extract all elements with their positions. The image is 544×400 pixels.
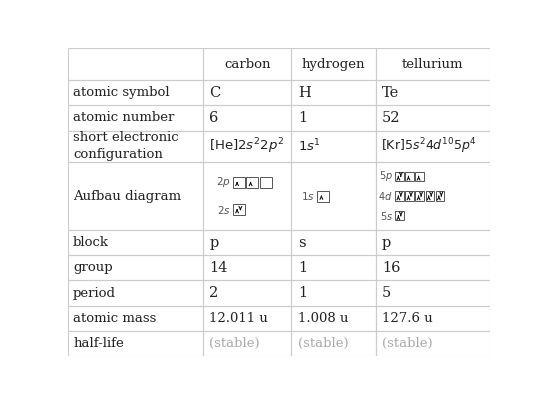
Text: p: p: [382, 236, 391, 250]
Bar: [68, 331, 203, 356]
Bar: [203, 105, 292, 130]
Text: atomic mass: atomic mass: [73, 312, 157, 325]
Bar: [405, 192, 414, 201]
Bar: [376, 306, 490, 331]
Text: Aufbau diagram: Aufbau diagram: [73, 190, 181, 202]
Text: $5s$: $5s$: [380, 210, 393, 222]
Text: $4d$: $4d$: [378, 190, 393, 202]
Bar: [203, 255, 292, 280]
Bar: [203, 306, 292, 331]
Text: (stable): (stable): [209, 337, 260, 350]
Text: 1: 1: [298, 261, 307, 275]
Bar: [376, 255, 490, 280]
Text: 1: 1: [298, 286, 307, 300]
Bar: [376, 48, 490, 80]
Bar: [376, 80, 490, 105]
Bar: [376, 162, 490, 230]
Bar: [425, 192, 434, 201]
Text: $1s$: $1s$: [301, 190, 314, 202]
Bar: [317, 190, 329, 202]
Bar: [416, 172, 424, 181]
Bar: [395, 192, 404, 201]
Bar: [436, 192, 444, 201]
Text: C: C: [209, 86, 220, 100]
Bar: [292, 331, 376, 356]
Text: $2p$: $2p$: [215, 176, 230, 190]
Bar: [292, 130, 376, 162]
Bar: [405, 172, 414, 181]
Text: 6: 6: [209, 111, 219, 125]
Text: tellurium: tellurium: [402, 58, 463, 70]
Bar: [68, 80, 203, 105]
Text: 2: 2: [209, 286, 219, 300]
Text: 52: 52: [382, 111, 400, 125]
Text: carbon: carbon: [224, 58, 270, 70]
Text: 16: 16: [382, 261, 400, 275]
Bar: [203, 230, 292, 255]
Text: $[\mathrm{Kr}]5s^24d^{10}5p^4$: $[\mathrm{Kr}]5s^24d^{10}5p^4$: [381, 136, 477, 156]
Bar: [68, 130, 203, 162]
Bar: [203, 331, 292, 356]
Text: $[\mathrm{He}]2s^22p^2$: $[\mathrm{He}]2s^22p^2$: [209, 136, 284, 156]
Text: s: s: [298, 236, 305, 250]
Bar: [203, 162, 292, 230]
Bar: [260, 177, 271, 188]
Text: Te: Te: [382, 86, 399, 100]
Bar: [68, 162, 203, 230]
Bar: [292, 80, 376, 105]
Text: half-life: half-life: [73, 337, 124, 350]
Bar: [395, 172, 404, 181]
Bar: [68, 105, 203, 130]
Text: atomic number: atomic number: [73, 112, 175, 124]
Text: 1: 1: [298, 111, 307, 125]
Text: atomic symbol: atomic symbol: [73, 86, 170, 99]
Text: (stable): (stable): [298, 337, 348, 350]
Text: 12.011 u: 12.011 u: [209, 312, 268, 325]
Text: $2s$: $2s$: [217, 204, 230, 216]
Bar: [233, 204, 245, 215]
Bar: [203, 130, 292, 162]
Bar: [292, 255, 376, 280]
Text: $1s^1$: $1s^1$: [298, 138, 320, 154]
Bar: [68, 230, 203, 255]
Bar: [292, 162, 376, 230]
Text: group: group: [73, 262, 113, 274]
Bar: [292, 48, 376, 80]
Text: block: block: [73, 236, 109, 249]
Bar: [233, 177, 245, 188]
Bar: [68, 280, 203, 306]
Bar: [203, 48, 292, 80]
Bar: [376, 331, 490, 356]
Bar: [376, 105, 490, 130]
Text: $5p$: $5p$: [379, 169, 393, 183]
Bar: [68, 306, 203, 331]
Bar: [292, 230, 376, 255]
Bar: [292, 105, 376, 130]
Text: period: period: [73, 286, 116, 300]
Bar: [68, 48, 203, 80]
Bar: [246, 177, 258, 188]
Bar: [292, 280, 376, 306]
Bar: [376, 130, 490, 162]
Bar: [203, 80, 292, 105]
Text: short electronic
configuration: short electronic configuration: [73, 131, 178, 161]
Bar: [68, 255, 203, 280]
Bar: [292, 306, 376, 331]
Bar: [376, 280, 490, 306]
Text: 1.008 u: 1.008 u: [298, 312, 348, 325]
Text: 14: 14: [209, 261, 227, 275]
Bar: [376, 230, 490, 255]
Bar: [416, 192, 424, 201]
Text: hydrogen: hydrogen: [302, 58, 366, 70]
Text: p: p: [209, 236, 219, 250]
Text: (stable): (stable): [382, 337, 432, 350]
Text: 5: 5: [382, 286, 391, 300]
Text: H: H: [298, 86, 311, 100]
Bar: [395, 211, 404, 220]
Bar: [203, 280, 292, 306]
Text: 127.6 u: 127.6 u: [382, 312, 433, 325]
